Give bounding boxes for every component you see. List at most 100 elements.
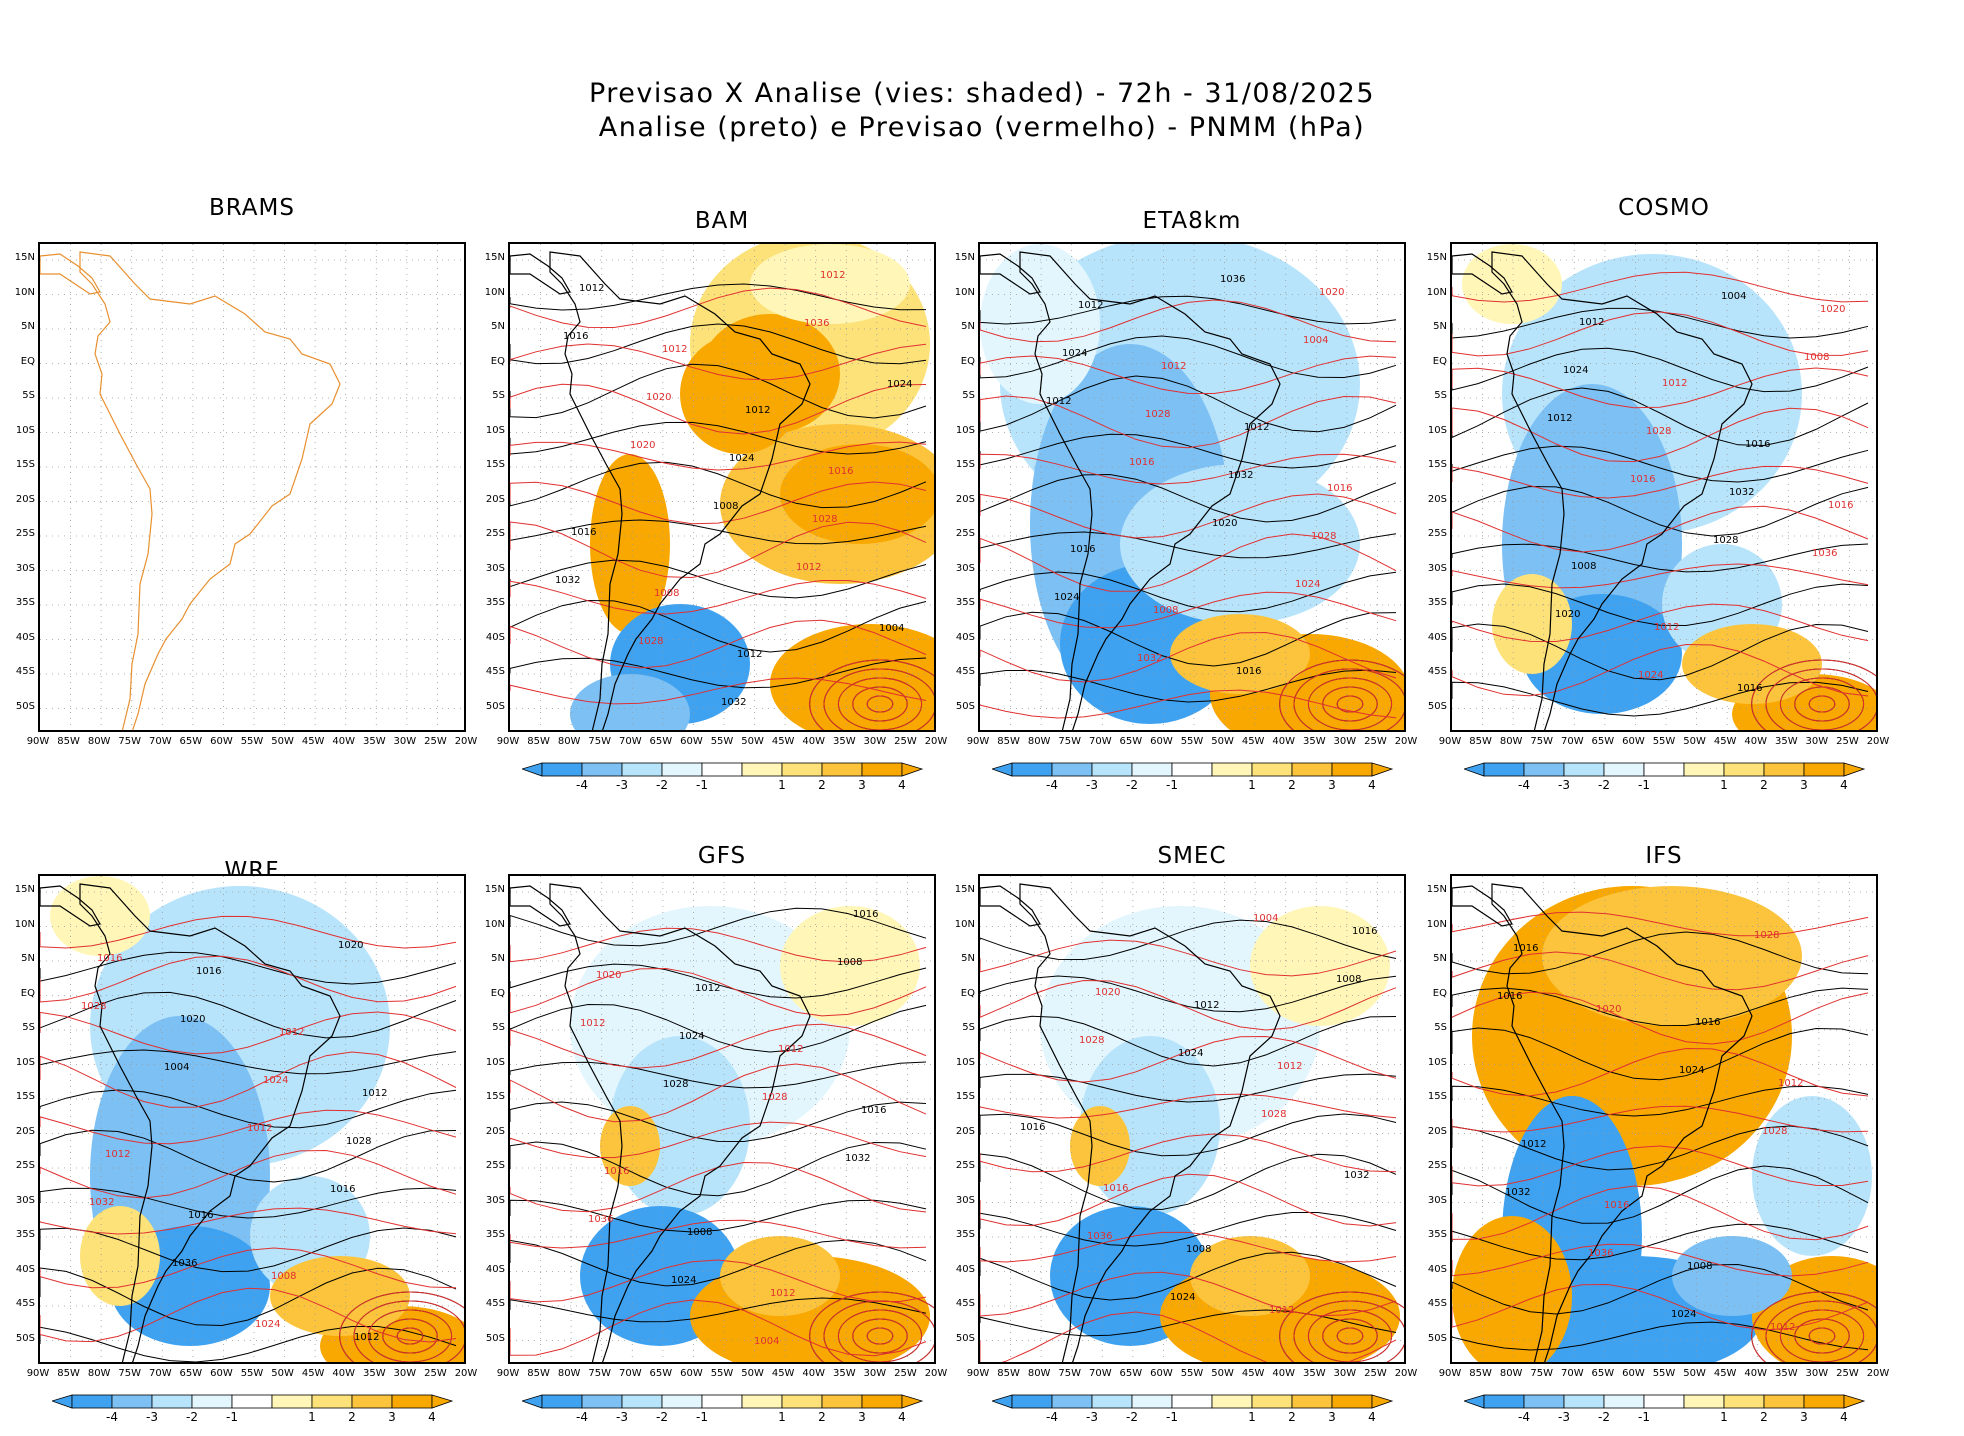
latitude-tick-label: 10N xyxy=(484,286,505,298)
analysis-isobar xyxy=(980,1251,1397,1301)
isobar-label: 1024 xyxy=(263,1075,288,1086)
longitude-tick-label: 30W xyxy=(863,736,887,747)
longitude-tick-label: 35W xyxy=(1774,736,1798,747)
forecast-isobar xyxy=(1765,1300,1876,1362)
latitude-tick-label: 15S xyxy=(15,1091,35,1102)
longitude-tick-label: 70W xyxy=(148,1368,172,1379)
analysis-isobar xyxy=(980,375,1397,433)
forecast-isobar xyxy=(809,659,934,730)
latitude-tick-label: EQ xyxy=(490,355,505,367)
colorbar-tick-label: -1 xyxy=(696,1410,708,1424)
forecast-isobar xyxy=(510,619,927,669)
analysis-isobar xyxy=(980,433,1397,469)
panel-title-bam: BAM xyxy=(694,208,750,234)
latitude-tick-label: 5N xyxy=(21,321,35,332)
latitude-tick-label: 45S xyxy=(485,1298,505,1309)
isobar-label: 1004 xyxy=(164,1062,189,1073)
isobar-label: 1008 xyxy=(713,501,738,512)
analysis-isobar xyxy=(1452,1165,1869,1224)
longitude-tick-label: 45W xyxy=(1241,1368,1265,1379)
colorbar-tick-label: -2 xyxy=(1126,1410,1138,1424)
longitude-tick-label: 70W xyxy=(618,1368,642,1379)
forecast-isobar xyxy=(510,481,927,525)
isobar-label: 1004 xyxy=(1303,335,1328,346)
forecast-isobar xyxy=(1307,677,1393,730)
forecast-isobar xyxy=(980,631,1397,683)
colorbar-tick-label: -4 xyxy=(1046,1410,1058,1424)
longitude-tick-label: 65W xyxy=(179,736,203,747)
colorbar-tick-label: -4 xyxy=(1518,778,1530,792)
colorbar-tick-label: -1 xyxy=(1638,1410,1650,1424)
latitude-tick-label: 40S xyxy=(15,1263,35,1275)
analysis-isobar xyxy=(510,1003,927,1053)
colorbar-tick-label: 3 xyxy=(1328,778,1336,792)
latitude-tick-label: 40S xyxy=(1427,631,1447,643)
analysis-isobar xyxy=(1452,1263,1869,1315)
latitude-tick-label: 5N xyxy=(1433,953,1447,964)
isobar-label: 1020 xyxy=(1095,987,1120,998)
longitude-tick-label: 25W xyxy=(1364,736,1387,747)
isobar-label: 1024 xyxy=(887,379,912,390)
forecast-isobar xyxy=(1808,695,1836,713)
isobar-label: 1012 xyxy=(1269,1305,1294,1316)
forecast-isobar xyxy=(823,1300,934,1362)
colorbar-tick-label: -1 xyxy=(1166,778,1178,792)
bias-shading xyxy=(980,244,1100,404)
colorbar-segment xyxy=(1523,762,1565,777)
colorbar-segment xyxy=(191,1394,233,1409)
longitude-tick-label: 85W xyxy=(57,736,80,747)
forecast-isobar xyxy=(980,591,1397,629)
longitude-tick-label: 25W xyxy=(894,1368,917,1379)
longitude-tick-label: 55W xyxy=(1180,1368,1204,1379)
latitude-tick-label: 5S xyxy=(22,1022,35,1033)
longitude-tick-label: 60W xyxy=(1150,1368,1173,1379)
isobar-label: 1032 xyxy=(845,1153,870,1164)
bias-shading xyxy=(1492,574,1572,674)
longitude-tick-label: 85W xyxy=(527,736,550,747)
bias-shading xyxy=(1190,1236,1310,1316)
isobar-label: 1008 xyxy=(1153,605,1178,616)
colorbar-tick-label: 1 xyxy=(778,778,786,792)
bias-shading xyxy=(750,244,910,324)
map-canvas: 1012 1012 1016 1016 1008 1012 1016 1020 1024 1028… xyxy=(980,876,1404,1362)
isobar-label: 1036 xyxy=(1588,1248,1613,1259)
isobar-label: 1016 xyxy=(330,1184,355,1195)
longitude-tick-label: 25W xyxy=(424,1368,447,1379)
colorbar-segment xyxy=(1291,762,1333,777)
isobar-label: 1024 xyxy=(255,1319,280,1330)
forecast-isobar xyxy=(1452,911,1869,937)
latitude-tick-label: 35S xyxy=(15,1229,35,1240)
isobar-label: 1028 xyxy=(1754,930,1779,941)
forecast-isobar xyxy=(510,441,927,471)
coastline xyxy=(510,885,571,927)
isobar-label: 1032 xyxy=(1137,653,1162,664)
coastline xyxy=(1019,883,1281,1362)
latitude-tick-label: 10N xyxy=(1426,286,1447,298)
isobar-label: 1012 xyxy=(354,1332,379,1343)
latitude-tick-label: 5S xyxy=(1434,1022,1447,1033)
latitude-tick-label: 5S xyxy=(962,390,975,401)
forecast-isobar xyxy=(510,383,927,435)
forecast-isobar xyxy=(510,1161,927,1213)
latitude-tick-label: 45S xyxy=(15,666,35,677)
forecast-isobar xyxy=(980,395,1397,449)
colorbar-tick-label: -4 xyxy=(1518,1410,1530,1424)
analysis-isobar xyxy=(510,461,927,509)
longitude-tick-label: 60W xyxy=(210,1368,233,1379)
latitude-tick-label: 10S xyxy=(485,1056,505,1068)
latitude-tick-label: 15S xyxy=(1427,459,1447,470)
latitude-tick-label: 5N xyxy=(491,953,505,964)
isobar-label: 1024 xyxy=(1563,365,1588,376)
panel-title-eta8km: ETA8km xyxy=(1142,208,1242,234)
isobar-label: 1008 xyxy=(1186,1244,1211,1255)
forecast-isobar xyxy=(1322,1318,1378,1354)
colorbar-segment xyxy=(1051,762,1093,777)
forecast-isobar xyxy=(1452,271,1869,303)
longitude-tick-label: 20W xyxy=(1394,736,1418,747)
analysis-isobar xyxy=(980,531,1397,559)
isobar-label: 1032 xyxy=(1344,1170,1369,1181)
coastline xyxy=(1019,251,1281,730)
isobar-label: 1016 xyxy=(1352,926,1377,937)
colorbar-segment xyxy=(1211,762,1253,777)
isobar-label: 1012 xyxy=(362,1088,387,1099)
